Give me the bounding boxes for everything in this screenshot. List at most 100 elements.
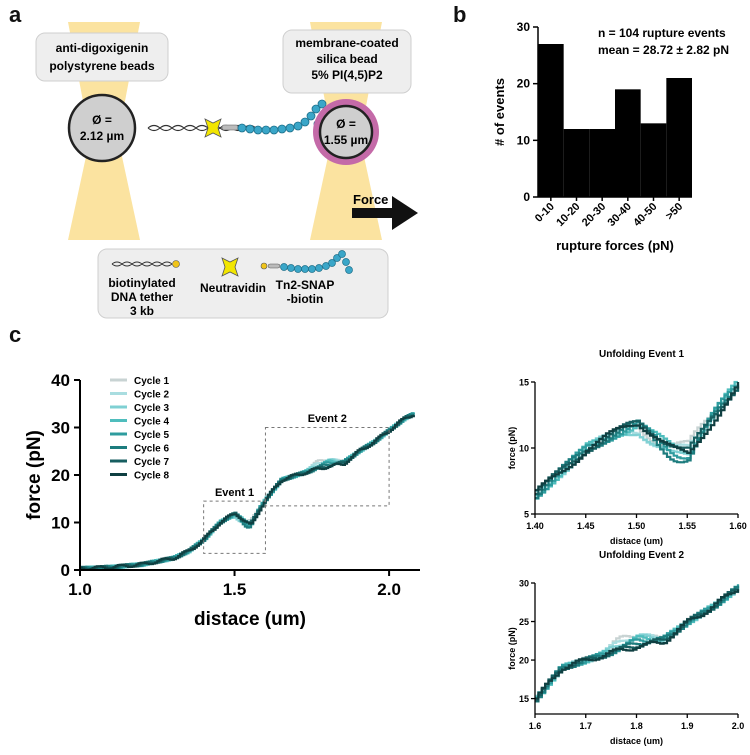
inset-y-tick-label: 25 [519, 617, 529, 627]
x-tick-label: 40-50 [631, 201, 659, 229]
cycle-8-line [80, 414, 415, 571]
unfolding-event-1-plot: Unfolding Event 1 5 10 15 1.40 1.45 1.50 1.55 1.… [507, 349, 747, 546]
left-bead-diameter-line2: 2.12 µm [80, 129, 124, 143]
x-tick-label: 30-40 [606, 201, 634, 229]
event-2-box [264, 427, 390, 507]
legend-label-cycle-8: Cycle 8 [134, 471, 169, 482]
right-bead-diameter-line2: 1.55 µm [324, 133, 368, 147]
inset-title: Unfolding Event 1 [599, 349, 684, 360]
legend-neutravidin-label: Neutravidin [200, 281, 266, 295]
bar-20-30 [589, 129, 615, 197]
protein-chain [237, 99, 327, 135]
panel-letter-b: b [453, 2, 467, 27]
bar-0-10 [538, 44, 564, 197]
legend-dna-icon [111, 261, 173, 267]
legend-box [97, 248, 389, 319]
y-tick-label: 0 [61, 561, 70, 580]
inset-x-tick-label: 1.60 [729, 521, 747, 531]
inset-y-axis-label: force (pN) [507, 427, 517, 470]
x-tick-label: 2.0 [377, 580, 401, 599]
event-1-box [203, 500, 266, 554]
bar-10-20 [563, 129, 590, 197]
inset-cycle-6-line [535, 585, 740, 703]
legend-protein-line1: Tn2-SNAP [276, 278, 335, 292]
y-tick-label: 10 [51, 514, 70, 533]
inset-x-tick-label: 1.9 [681, 721, 694, 731]
inset-cycle-7-line [535, 385, 740, 496]
left-bead-label-line2: polystyrene beads [49, 59, 155, 73]
inset-cycle-5-line [535, 584, 740, 701]
annotation-n: n = 104 rupture events [598, 26, 726, 40]
x-tick-label: 0-10 [533, 201, 557, 225]
x-tick-label: 10-20 [554, 201, 582, 229]
inset-x-axis-label: distace (um) [610, 536, 663, 546]
legend-label-cycle-1: Cycle 1 [134, 376, 169, 387]
right-bead-diameter-line1: Ø = [336, 117, 356, 131]
inset-x-tick-label: 1.6 [529, 721, 542, 731]
legend-dna-line2: DNA tether [111, 290, 174, 304]
inset-x-tick-label: 1.40 [526, 521, 544, 531]
x-tick-label: 1.5 [223, 580, 247, 599]
legend-label-cycle-7: Cycle 7 [134, 457, 169, 468]
inset-cycle-5-line [535, 383, 740, 500]
y-axis-label: # of events [492, 78, 507, 146]
inset-x-tick-label: 1.7 [579, 721, 592, 731]
x-tick-label: >50 [664, 201, 686, 223]
right-bead [318, 104, 374, 160]
inset-cycle-8-line [535, 589, 740, 700]
inset-cycle-8-line [535, 382, 740, 492]
left-bead-label-box [35, 32, 169, 82]
inset-cycle-3-line [535, 380, 738, 492]
inset-y-tick-label: 15 [519, 378, 529, 388]
legend-label-cycle-2: Cycle 2 [134, 390, 169, 401]
inset-cycle-4-line [535, 584, 740, 699]
legend-biotin-icon [172, 260, 180, 268]
event-1-label: Event 1 [215, 487, 254, 499]
y-tick-label: 40 [51, 371, 70, 390]
snap-linker [221, 124, 239, 131]
panel-a-schematic: anti-digoxigenin polystyrene beads membr… [35, 22, 418, 319]
legend-label-cycle-6: Cycle 6 [134, 444, 169, 455]
legend-label-cycle-3: Cycle 3 [134, 403, 169, 414]
inset-y-tick-label: 20 [519, 656, 529, 666]
neutravidin-icon [204, 118, 222, 138]
inset-cycle-3-line [535, 587, 740, 697]
force-label: Force [353, 192, 388, 207]
event-2-label: Event 2 [308, 413, 347, 425]
y-tick-label: 10 [517, 133, 531, 147]
inset-y-axis-label: force (pN) [507, 627, 517, 670]
inset-x-axis-label: distace (um) [610, 736, 663, 746]
y-tick-label: 20 [517, 77, 531, 91]
inset-x-tick-label: 1.50 [628, 521, 646, 531]
y-tick-label: 30 [51, 419, 70, 438]
legend-protein-icon [260, 250, 353, 274]
x-tick-label: 1.0 [68, 580, 92, 599]
right-bead-label-line1: membrane-coated [295, 36, 398, 50]
bar-40-50 [640, 123, 667, 197]
legend-neutravidin-icon [221, 257, 239, 277]
bar-30-40 [615, 89, 641, 197]
inset-x-tick-label: 2.0 [732, 721, 745, 731]
force-arrow-icon [352, 196, 418, 230]
bar->50 [666, 78, 692, 197]
inset-cycle-6-line [535, 386, 740, 499]
inset-x-tick-label: 1.8 [630, 721, 643, 731]
x-tick-label: 20-30 [580, 201, 608, 229]
x-axis-label: distace (um) [194, 609, 306, 630]
y-tick-label: 20 [51, 466, 70, 485]
legend-dna-line1: biotinylated [108, 276, 175, 290]
inset-x-tick-label: 1.55 [678, 521, 696, 531]
left-bead-diameter-line1: Ø = [92, 113, 112, 127]
legend-label-cycle-5: Cycle 5 [134, 430, 169, 441]
y-tick-label: 0 [523, 190, 530, 204]
left-bead [67, 93, 137, 163]
legend-protein-line2: -biotin [287, 292, 324, 306]
right-bead-label-box [282, 29, 412, 94]
inset-cycle-4-line [535, 381, 740, 497]
y-tick-label: 30 [517, 20, 531, 34]
left-bead-label-line1: anti-digoxigenin [56, 41, 149, 55]
unfolding-event-2-plot: Unfolding Event 2 15 20 25 30 1.6 1.7 1.8 1.9 2.0… [507, 550, 745, 746]
panel-letter-c: c [9, 322, 22, 347]
right-bead-label-line2: silica bead [316, 52, 377, 66]
